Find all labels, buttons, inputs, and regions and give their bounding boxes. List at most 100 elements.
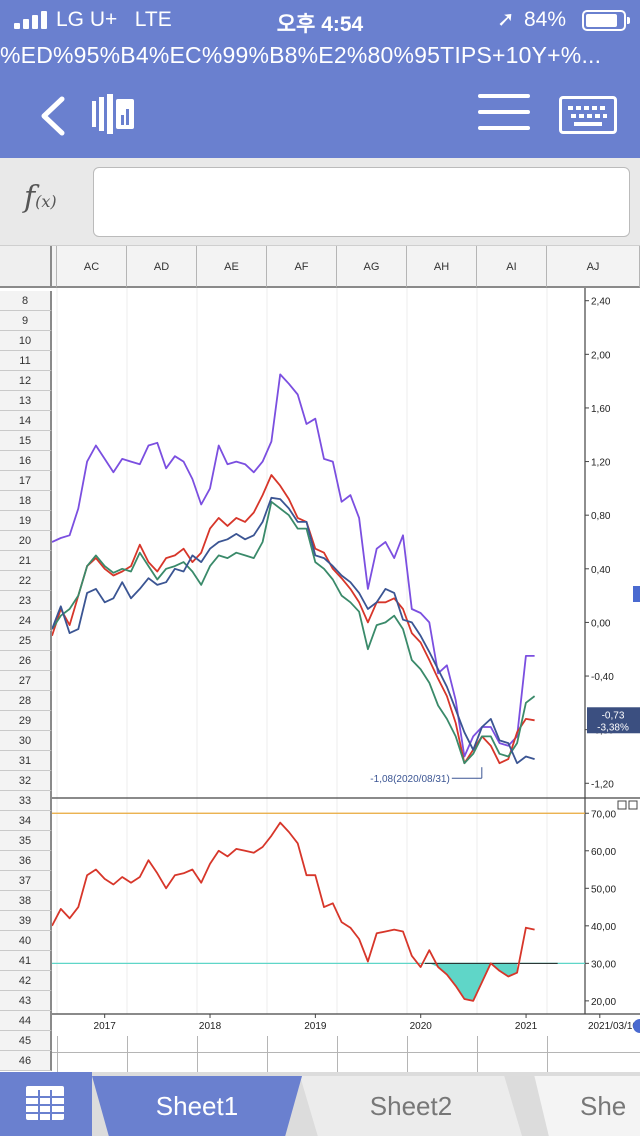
column-header[interactable]: AG bbox=[337, 246, 407, 288]
row-header[interactable]: 18 bbox=[0, 491, 52, 511]
grid-bottom-cells[interactable] bbox=[52, 1036, 640, 1072]
row-header[interactable]: 26 bbox=[0, 651, 52, 671]
y-tick-label: 2,40 bbox=[591, 297, 611, 308]
row-header[interactable]: 43 bbox=[0, 991, 52, 1011]
row-header[interactable]: 40 bbox=[0, 931, 52, 951]
row-header[interactable]: 21 bbox=[0, 551, 52, 571]
row-header[interactable]: 34 bbox=[0, 811, 52, 831]
status-bar: LG U+ LTE 오후 4:54 ➚ 84% bbox=[0, 0, 640, 40]
chevron-left-icon[interactable] bbox=[36, 96, 72, 136]
y-tick-label: 30,00 bbox=[591, 959, 616, 970]
column-header[interactable]: AE bbox=[197, 246, 267, 288]
annotation-label: -1,08(2020/08/31) bbox=[370, 774, 450, 785]
carrier-label: LG U+ LTE bbox=[56, 8, 172, 31]
url-text: %ED%95%B4%EC%99%B8%E2%80%95TIPS+10Y+%... bbox=[0, 42, 602, 68]
column-header[interactable]: AD bbox=[127, 246, 197, 288]
y-tick-label: -0,40 bbox=[591, 672, 614, 683]
grid-icon bbox=[26, 1086, 64, 1120]
app-logo-icon[interactable] bbox=[92, 94, 138, 134]
location-arrow-icon: ➚ bbox=[497, 8, 515, 31]
y-tick-label: -1,20 bbox=[591, 779, 614, 790]
y-tick-label: 0,80 bbox=[591, 511, 611, 522]
embedded-chart[interactable]: 2,402,001,601,200,800,400,00-0,40-0,80-1… bbox=[52, 288, 640, 1036]
tab-sheet1[interactable]: Sheet1 bbox=[92, 1076, 302, 1136]
row-header[interactable]: 31 bbox=[0, 751, 52, 771]
x-tick-label: 2017 bbox=[94, 1021, 117, 1032]
last-change-label: -3,38% bbox=[597, 722, 629, 733]
formula-input[interactable] bbox=[93, 167, 630, 237]
row-header[interactable]: 44 bbox=[0, 1011, 52, 1031]
y-tick-label: 50,00 bbox=[591, 884, 616, 895]
row-header[interactable]: 19 bbox=[0, 511, 52, 531]
tab-sheet2[interactable]: Sheet2 bbox=[300, 1076, 522, 1136]
y-tick-label: 1,20 bbox=[591, 458, 611, 469]
x-tick-label: 2019 bbox=[304, 1021, 327, 1032]
row-header[interactable]: 16 bbox=[0, 451, 52, 471]
tab-sheet3[interactable]: She bbox=[534, 1076, 640, 1136]
series-red-line bbox=[52, 474, 535, 765]
row-header[interactable]: 42 bbox=[0, 971, 52, 991]
x-tick-label: 2020 bbox=[410, 1021, 433, 1032]
row-header[interactable]: 28 bbox=[0, 691, 52, 711]
sheet-list-button[interactable] bbox=[0, 1072, 92, 1136]
battery-icon bbox=[582, 10, 630, 31]
function-icon[interactable]: f(x) bbox=[24, 180, 57, 215]
rsi-line bbox=[52, 821, 535, 1002]
row-header[interactable]: 13 bbox=[0, 391, 52, 411]
y-tick-label: 0,40 bbox=[591, 565, 611, 576]
column-header[interactable]: AF bbox=[267, 246, 337, 288]
series-navy-line bbox=[52, 496, 535, 765]
y-tick-label: 60,00 bbox=[591, 847, 616, 858]
y-tick-label: 0,00 bbox=[591, 618, 611, 629]
row-header[interactable]: 11 bbox=[0, 351, 52, 371]
row-header[interactable]: 33 bbox=[0, 791, 52, 811]
row-header[interactable]: 14 bbox=[0, 411, 52, 431]
row-header[interactable]: 29 bbox=[0, 711, 52, 731]
y-tick-label: 70,00 bbox=[591, 809, 616, 820]
row-header[interactable]: 46 bbox=[0, 1051, 52, 1071]
x-tick-label: 2018 bbox=[199, 1021, 222, 1032]
row-header[interactable]: 32 bbox=[0, 771, 52, 791]
row-header[interactable]: 8 bbox=[0, 291, 52, 311]
row-header[interactable]: 23 bbox=[0, 591, 52, 611]
row-header[interactable]: 22 bbox=[0, 571, 52, 591]
hamburger-menu-icon[interactable] bbox=[478, 94, 530, 132]
oversold-fill bbox=[425, 963, 518, 1001]
row-header[interactable]: 37 bbox=[0, 871, 52, 891]
clock: 오후 4:54 bbox=[276, 13, 364, 36]
column-header[interactable]: AH bbox=[407, 246, 477, 288]
row-header[interactable]: 24 bbox=[0, 611, 52, 631]
y-tick-label: 20,00 bbox=[591, 997, 616, 1008]
scroll-marker bbox=[633, 586, 640, 602]
row-header[interactable]: 38 bbox=[0, 891, 52, 911]
row-header[interactable]: 36 bbox=[0, 851, 52, 871]
row-header[interactable]: 20 bbox=[0, 531, 52, 551]
row-header[interactable]: 17 bbox=[0, 471, 52, 491]
panel-restore-icon bbox=[617, 800, 627, 810]
column-header[interactable]: AC bbox=[57, 246, 127, 288]
row-header[interactable]: 12 bbox=[0, 371, 52, 391]
y-tick-label: 2,00 bbox=[591, 350, 611, 361]
app-header: LG U+ LTE 오후 4:54 ➚ 84% %ED%95%B4%EC%99%… bbox=[0, 0, 640, 158]
row-header[interactable]: 45 bbox=[0, 1031, 52, 1051]
row-header[interactable]: 25 bbox=[0, 631, 52, 651]
column-header-partial[interactable] bbox=[52, 246, 57, 288]
row-header[interactable]: 10 bbox=[0, 331, 52, 351]
row-header[interactable]: 41 bbox=[0, 951, 52, 971]
row-header[interactable]: 15 bbox=[0, 431, 52, 451]
series-purple-line bbox=[52, 373, 535, 758]
keyboard-icon[interactable] bbox=[559, 96, 617, 134]
row-header[interactable]: 9 bbox=[0, 311, 52, 331]
signal-strength-icon bbox=[14, 11, 50, 29]
row-header[interactable]: 27 bbox=[0, 671, 52, 691]
battery-percent: 84% bbox=[524, 8, 567, 31]
column-header[interactable]: AI bbox=[477, 246, 547, 288]
row-header[interactable]: 39 bbox=[0, 911, 52, 931]
row-header[interactable]: 30 bbox=[0, 731, 52, 751]
y-tick-label: 40,00 bbox=[591, 922, 616, 933]
select-all-corner[interactable] bbox=[0, 246, 52, 288]
row-header[interactable]: 35 bbox=[0, 831, 52, 851]
x-tick-label: 2021 bbox=[515, 1021, 538, 1032]
series-green-line bbox=[52, 500, 536, 765]
column-header[interactable]: AJ bbox=[547, 246, 640, 288]
